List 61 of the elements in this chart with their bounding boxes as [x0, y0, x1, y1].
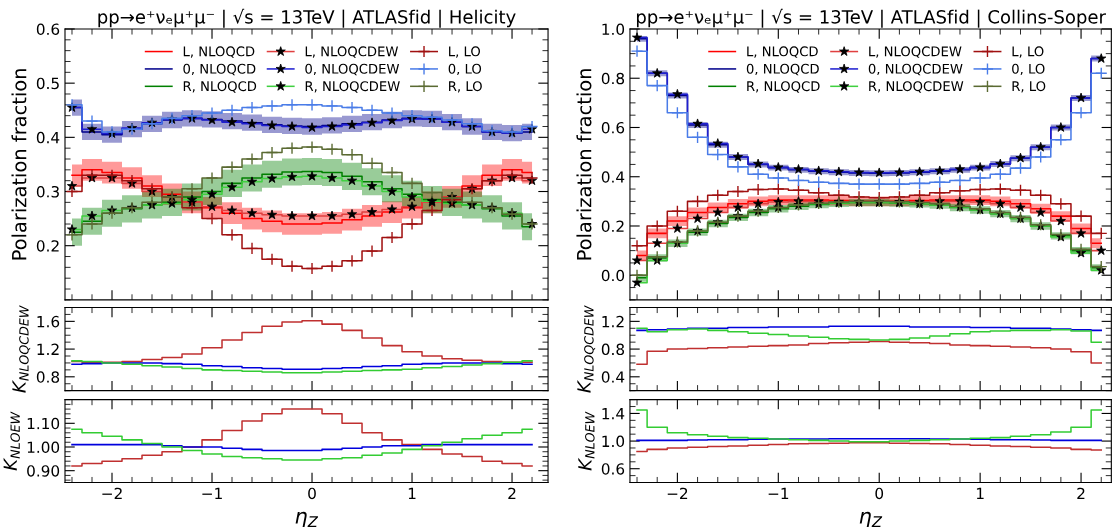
y-axis-title: K$_{NLOEW}$ [578, 411, 595, 471]
legend-label: R, NLOQCD [747, 81, 820, 93]
legend-label: 0, LO [1012, 63, 1045, 76]
legend-label: R, LO [1012, 81, 1046, 93]
y-tick-label: 0.6 [601, 463, 625, 475]
y-axis-title: K$_{NLOQCDEW}$ [12, 305, 31, 393]
y-axis-title: Polarization fraction [576, 69, 592, 260]
y-tick-label: 0.4 [601, 171, 625, 183]
x-tick-label: 1 [408, 487, 416, 499]
x-tick-label: −2 [102, 487, 122, 499]
y-tick-label: 0.8 [36, 371, 60, 383]
x-tick-label: −1 [202, 487, 222, 499]
y-tick-label: 1.0 [602, 435, 625, 448]
legend-label: L, LO [1012, 46, 1044, 58]
y-tick-label: 0.4 [601, 371, 625, 383]
legend-label: 0, NLOQCD [746, 63, 819, 76]
y-tick-label: 0.6 [36, 23, 60, 36]
y-tick-label: 0.8 [601, 343, 625, 356]
y-tick-label: 1.2 [37, 343, 59, 355]
y-tick-label: 1.0 [602, 23, 625, 36]
y-tick-label: 0.3 [36, 185, 59, 198]
y-tick-label: 0.8 [601, 72, 625, 85]
legend-label: R, NLOQCDEW [869, 81, 964, 93]
legend-label: L, NLOQCD [183, 46, 255, 58]
y-tick-label: 0.0 [601, 269, 625, 282]
x-tick-label: −1 [768, 487, 789, 499]
y-tick-label: 1.6 [37, 315, 60, 328]
legend-label: L, NLOQCDEW [869, 46, 962, 58]
y-tick-label: 1.2 [602, 315, 624, 328]
legend-label: L, LO [449, 46, 481, 58]
chart-title: pp→e⁺νₑμ⁺μ⁻ | √s = 13TeV | ATLASfid | Helicity [98, 8, 516, 28]
x-axis-title: η$_{Z}$ [859, 511, 883, 527]
legend-label: 0, LO [448, 63, 482, 76]
y-tick-label: 1.4 [602, 408, 625, 420]
y-tick-label: 1.10 [27, 417, 60, 430]
x-tick-label: −2 [667, 487, 688, 499]
legend-label: R, NLOQCDEW [305, 81, 400, 93]
y-tick-label: 0.2 [36, 240, 59, 252]
y-tick-label: 1.00 [27, 441, 60, 454]
x-axis-title: η$_{Z}$ [295, 511, 319, 527]
y-axis-title: Polarization fraction [11, 69, 27, 260]
x-tick-label: 0 [308, 487, 316, 500]
y-tick-label: 0.2 [601, 220, 624, 233]
legend-label: 0, NLOQCDEW [305, 63, 400, 76]
y-axis-title: K$_{NLOQCDEW}$ [577, 305, 596, 393]
legend-label: L, NLOQCD [747, 46, 818, 58]
legend-label: 0, NLOQCDEW [868, 63, 963, 76]
y-tick-label: 0.90 [27, 465, 60, 477]
x-tick-label: 2 [1077, 487, 1085, 499]
y-tick-label: 0.5 [36, 77, 59, 90]
x-tick-label: 1 [976, 487, 984, 499]
chart-title: pp→e⁺νₑμ⁺μ⁻ | √s = 13TeV | ATLASfid | Collins-Soper [636, 8, 1106, 28]
legend-label: L, NLOQCDEW [305, 46, 399, 58]
y-axis-title: K$_{NLOEW}$ [3, 411, 20, 471]
x-tick-label: 2 [508, 487, 516, 499]
y-tick-label: 0.4 [36, 131, 60, 144]
legend-label: 0, NLOQCD [183, 63, 256, 76]
x-tick-label: 0 [875, 487, 884, 500]
legend-label: R, NLOQCD [183, 81, 257, 93]
legend-label: R, LO [449, 81, 482, 93]
y-tick-label: 0.6 [601, 121, 625, 134]
